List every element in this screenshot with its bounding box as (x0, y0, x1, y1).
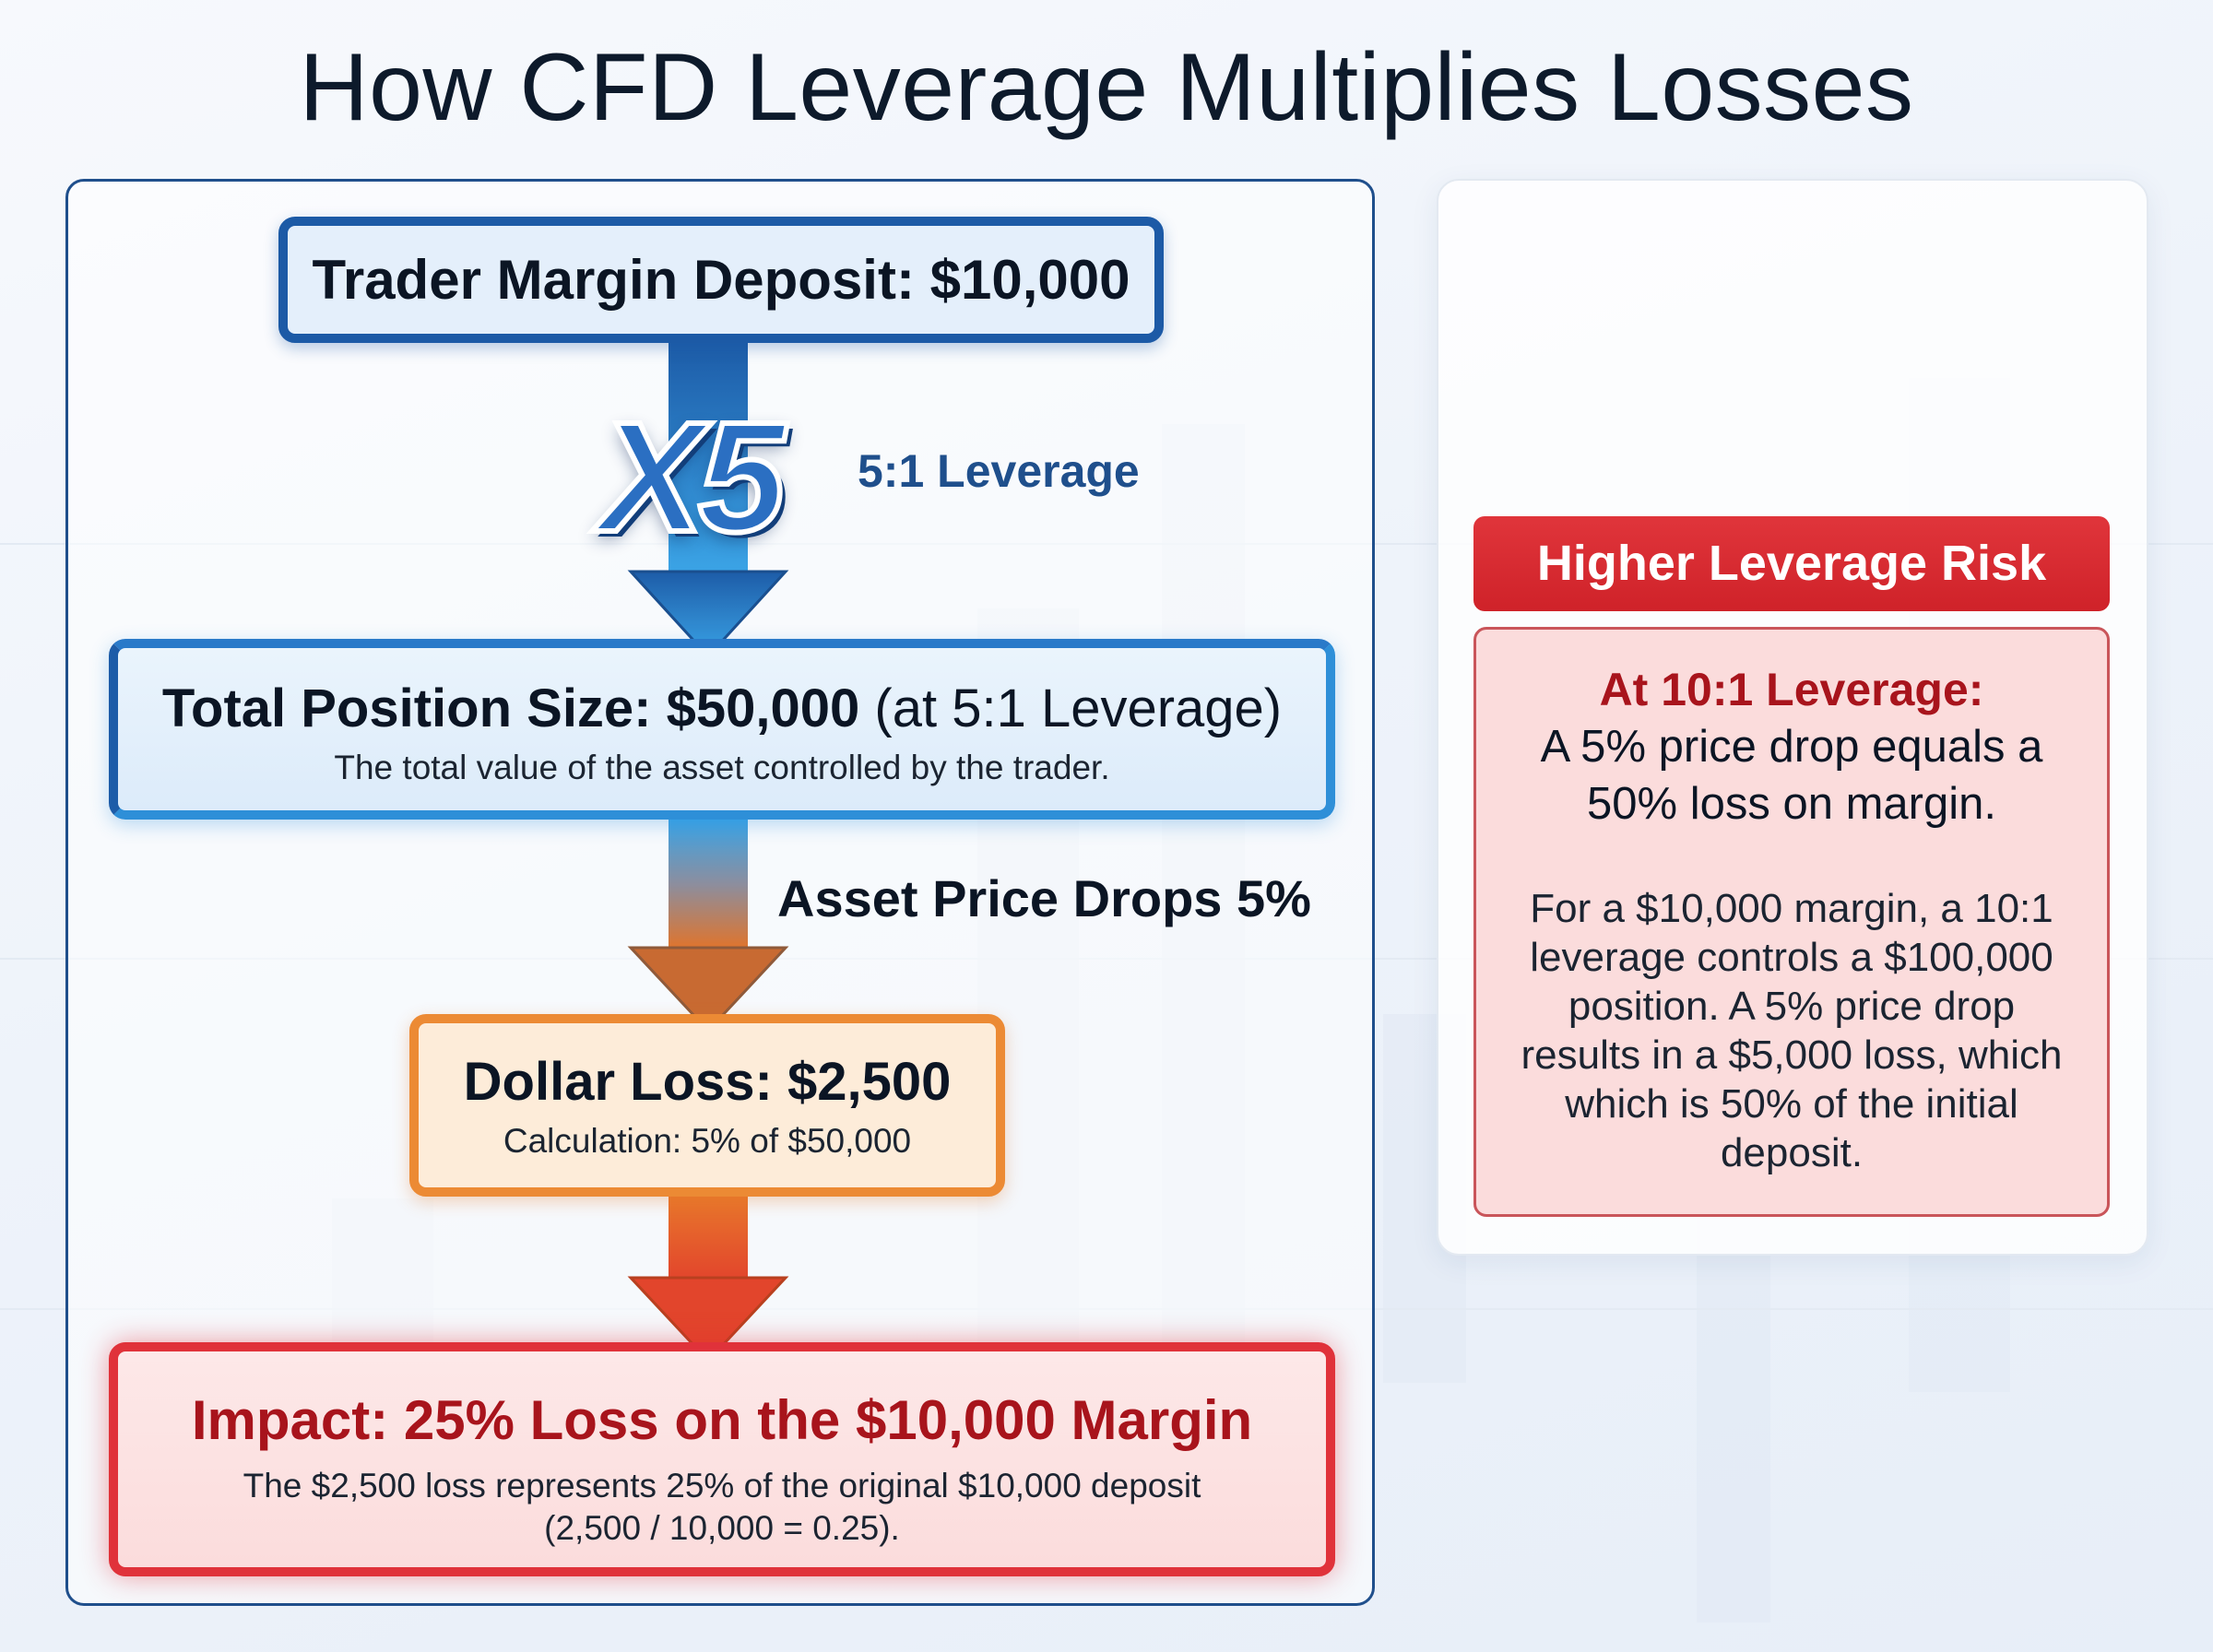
risk-explanation-line-2: leverage controls a $100,000 (1530, 935, 2053, 980)
margin-deposit-label: Trader Margin Deposit: $10,000 (312, 249, 1130, 311)
impact-description-line-1: The $2,500 loss represents 25% of the or… (243, 1467, 1201, 1504)
page-title: How CFD Leverage Multiplies Losses (299, 34, 1914, 141)
risk-explanation-line-6: deposit. (1720, 1130, 1864, 1175)
impact-description: The $2,500 loss represents 25% of the or… (118, 1465, 1326, 1550)
arrow-position-to-loss (627, 820, 789, 1033)
arrow-deposit-to-position (627, 343, 789, 659)
risk-explanation-line-3: position. A 5% price drop (1568, 984, 2016, 1029)
leverage-label: 5:1 Leverage (858, 445, 1140, 497)
position-size-title: Total Position Size: $50,000 (at 5:1 Lev… (118, 678, 1326, 739)
risk-explanation-line-1: For a $10,000 margin, a 10:1 (1530, 886, 2053, 931)
position-size-box: Total Position Size: $50,000 (at 5:1 Lev… (109, 639, 1335, 820)
impact-description-line-2: (2,500 / 10,000 = 0.25). (544, 1509, 900, 1547)
position-size-suffix: (at 5:1 Leverage) (859, 678, 1283, 738)
margin-deposit-box: Trader Margin Deposit: $10,000 (278, 217, 1164, 343)
multiplier-badge: X5 (597, 387, 788, 568)
risk-explanation: For a $10,000 margin, a 10:1 leverage co… (1476, 884, 2107, 1177)
position-size-description: The total value of the asset controlled … (334, 749, 1110, 786)
dollar-loss-calculation: Calculation: 5% of $50,000 (503, 1122, 912, 1160)
impact-box: Impact: 25% Loss on the $10,000 Margin T… (109, 1342, 1335, 1576)
price-drop-label: Asset Price Drops 5% (777, 869, 1311, 927)
risk-summary-line-1: A 5% price drop equals a (1540, 722, 2043, 772)
impact-title: Impact: 25% Loss on the $10,000 Margin (191, 1389, 1253, 1451)
risk-subheader: At 10:1 Leverage: (1599, 664, 1984, 715)
position-size-value: Total Position Size: $50,000 (161, 678, 860, 738)
risk-summary-line-2: 50% loss on margin. (1587, 779, 1996, 829)
risk-box: At 10:1 Leverage: A 5% price drop equals… (1473, 627, 2110, 1217)
dollar-loss-title: Dollar Loss: $2,500 (463, 1052, 952, 1112)
risk-explanation-line-4: results in a $5,000 loss, which (1521, 1032, 2063, 1078)
dollar-loss-box: Dollar Loss: $2,500 Calculation: 5% of $… (409, 1014, 1005, 1197)
risk-header: Higher Leverage Risk (1473, 516, 2110, 611)
arrow-loss-to-impact (627, 1197, 789, 1363)
risk-summary: A 5% price drop equals a 50% loss on mar… (1476, 718, 2107, 832)
risk-explanation-line-5: which is 50% of the initial (1565, 1081, 2018, 1127)
